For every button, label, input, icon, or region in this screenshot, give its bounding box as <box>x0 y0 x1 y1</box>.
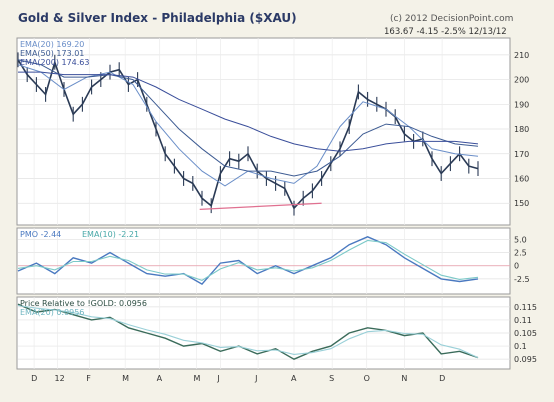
x-tick-label: 12 <box>55 374 65 383</box>
legend-relative-ema: EMA(20) 0.0956 <box>20 308 84 317</box>
copyright-text: (c) 2012 DecisionPoint.com <box>390 14 513 24</box>
tick-labels: 150 160 170 180 190 200 210 5.0 2.5 0 -2.5 0.115 0.1… <box>31 51 537 383</box>
y-tick-label: 0.1 <box>514 342 527 351</box>
legend-pmo: PMO -2.44 <box>20 230 61 239</box>
y-tick-label: 190 <box>514 100 529 109</box>
legend-ema50: EMA(50) 173.01 <box>20 49 84 58</box>
y-tick-label: 170 <box>514 150 529 159</box>
y-tick-label: 0 <box>514 262 519 271</box>
x-tick-label: F <box>86 374 91 383</box>
y-tick-label: -2.5 <box>514 275 530 284</box>
series-1-0 <box>17 236 479 285</box>
y-tick-label: 200 <box>514 76 529 85</box>
x-tick-label: J <box>216 374 219 383</box>
series-2-1 <box>17 304 479 359</box>
legend-pmo-ema: EMA(10) -2.21 <box>82 230 139 239</box>
y-tick-label: 210 <box>514 51 529 60</box>
y-tick-label: 5.0 <box>514 235 527 244</box>
series-2-0 <box>17 303 479 360</box>
legend-ema200: EMA(200) 174.63 <box>20 58 89 67</box>
series-layer <box>17 52 479 360</box>
series-0-1 <box>17 59 479 177</box>
legend-ema20: EMA(20) 169.20 <box>20 40 84 49</box>
series-1-1 <box>17 239 479 282</box>
x-tick-label: D <box>439 374 445 383</box>
y-tick-label: 0.105 <box>514 329 537 338</box>
y-tick-label: 150 <box>514 199 529 208</box>
x-tick-label: D <box>31 374 37 383</box>
x-tick-label: A <box>157 374 163 383</box>
x-tick-label: N <box>401 374 407 383</box>
chart-title: Gold & Silver Index - Philadelphia ($XAU… <box>18 11 297 25</box>
x-tick-label: J <box>254 374 257 383</box>
y-tick-label: 160 <box>514 174 529 183</box>
quote-readout: 163.67 -4.15 -2.5% 12/13/12 <box>384 27 507 37</box>
x-tick-label: M <box>193 374 200 383</box>
x-tick-label: S <box>329 374 334 383</box>
pmo-panel <box>16 227 511 295</box>
series-0-2 <box>18 71 479 152</box>
y-tick-label: 0.095 <box>514 355 537 364</box>
legend-relative: Price Relative to !GOLD: 0.0956 <box>20 299 147 308</box>
support-line <box>199 202 322 210</box>
y-tick-label: 0.11 <box>514 316 532 325</box>
x-tick-label: O <box>364 374 370 383</box>
y-tick-label: 2.5 <box>514 249 527 258</box>
price-panel <box>16 37 511 226</box>
y-tick-label: 180 <box>514 125 529 134</box>
x-tick-label: A <box>291 374 297 383</box>
y-tick-label: 0.115 <box>514 303 537 312</box>
x-tick-label: M <box>122 374 129 383</box>
